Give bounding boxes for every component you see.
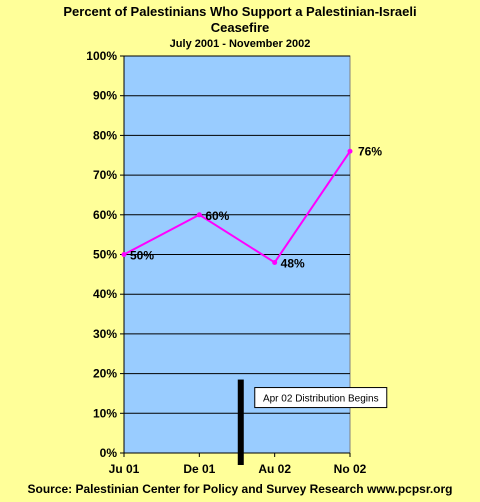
- y-tick-label: 30%: [93, 327, 117, 341]
- data-label: 48%: [281, 256, 305, 270]
- data-label: 50%: [130, 249, 154, 263]
- chart-title-line-1: Percent of Palestinians Who Support a Pa…: [63, 4, 417, 19]
- data-point: [196, 212, 202, 218]
- data-label: 60%: [205, 209, 229, 223]
- series-line: [123, 150, 351, 264]
- x-tick-label: Au 02: [258, 462, 291, 476]
- y-tick-label: 20%: [93, 367, 117, 381]
- y-tick-label: 100%: [86, 49, 117, 63]
- y-tick-label: 40%: [93, 287, 117, 301]
- y-tick-label: 60%: [93, 208, 117, 222]
- data-point: [347, 148, 353, 154]
- y-tick-label: 70%: [93, 168, 117, 182]
- distribution-marker-bar: [237, 379, 244, 465]
- y-tick-label: 80%: [93, 128, 117, 142]
- annotation-box: [254, 387, 388, 409]
- x-tick-label: De 01: [183, 462, 215, 476]
- y-tick-label: 90%: [93, 89, 117, 103]
- chart-title-line-2: Ceasefire: [210, 20, 270, 35]
- x-tick-label: No 02: [334, 462, 367, 476]
- data-point: [121, 252, 127, 257]
- y-tick-label: 0%: [100, 446, 118, 460]
- data-label: 76%: [358, 144, 382, 158]
- chart-source: Source: Palestinian Center for Policy an…: [27, 482, 453, 496]
- annotation-text: Apr 02 Distribution Begins: [263, 394, 379, 405]
- data-point: [272, 259, 278, 265]
- x-tick-label: Ju 01: [109, 462, 140, 476]
- y-tick-label: 50%: [93, 248, 117, 262]
- chart-subtitle: July 2001 - November 2002: [169, 38, 311, 50]
- y-tick-label: 10%: [93, 406, 117, 420]
